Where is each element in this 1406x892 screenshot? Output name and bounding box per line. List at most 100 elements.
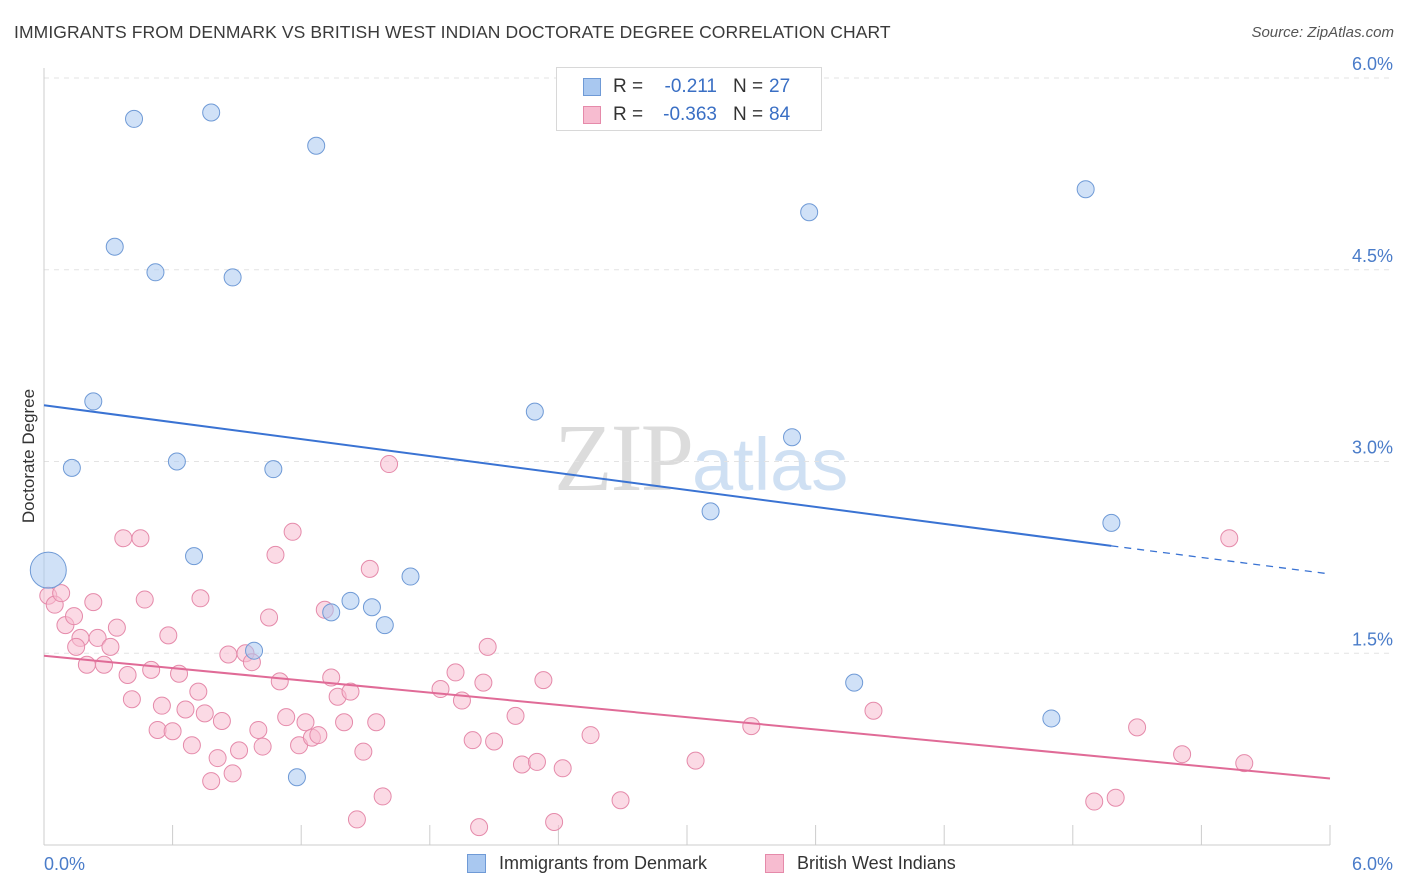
point-bwi xyxy=(101,637,120,656)
point-bwi xyxy=(341,682,360,701)
stats-legend: R = -0.211 N = 27 R = -0.363 N = 84 xyxy=(556,67,822,131)
point-bwi xyxy=(380,455,399,474)
source-credit: Source: ZipAtlas.com xyxy=(1251,24,1394,41)
point-bwi xyxy=(1220,529,1239,548)
point-bwi xyxy=(1128,718,1147,737)
tick-labels: 1.5% 3.0% 4.5% 6.0% 0.0% 6.0% xyxy=(44,54,1393,874)
point-bwi xyxy=(219,645,238,664)
point-bwi xyxy=(182,736,201,755)
point-denmark xyxy=(375,616,394,635)
bottom-legend-label-denmark: Immigrants from Denmark xyxy=(499,853,708,873)
y-tick-label: 4.5% xyxy=(1352,246,1393,266)
point-denmark xyxy=(105,237,124,256)
data-points xyxy=(29,103,1254,837)
trend-line-bwi xyxy=(43,654,1331,780)
point-bwi xyxy=(309,726,328,745)
legend-row-bwi: R = -0.363 N = 84 xyxy=(557,101,821,129)
point-bwi xyxy=(191,589,210,608)
point-bwi xyxy=(118,665,137,684)
point-bwi xyxy=(88,628,107,647)
point-bwi xyxy=(611,791,630,810)
point-bwi xyxy=(1106,788,1125,807)
y-axis-label: Doctorate Degree xyxy=(19,389,38,523)
point-bwi xyxy=(176,700,195,719)
point-bwi xyxy=(122,690,141,709)
point-denmark xyxy=(341,591,360,610)
point-bwi xyxy=(65,607,84,626)
bottom-legend-label-bwi: British West Indians xyxy=(797,853,956,873)
point-denmark xyxy=(29,551,67,589)
point-bwi xyxy=(277,708,296,727)
point-denmark xyxy=(202,103,221,122)
point-bwi xyxy=(202,772,221,791)
legend-swatch-denmark xyxy=(583,78,601,96)
point-bwi xyxy=(107,618,126,637)
point-bwi xyxy=(742,717,761,736)
point-bwi xyxy=(152,696,171,715)
point-bwi xyxy=(354,742,373,761)
x-tick-label: 6.0% xyxy=(1352,854,1393,874)
point-bwi xyxy=(485,732,504,751)
legend-swatch-bwi xyxy=(583,106,601,124)
legend-n-value: 84 xyxy=(769,104,791,125)
point-bwi xyxy=(84,593,103,612)
point-denmark xyxy=(62,458,81,477)
point-denmark xyxy=(167,452,186,471)
watermark-zip: ZIP xyxy=(554,404,694,511)
point-bwi xyxy=(335,713,354,732)
legend-r-value: -0.211 xyxy=(664,76,717,97)
point-bwi xyxy=(159,626,178,645)
point-denmark xyxy=(307,136,326,155)
chart-title: IMMIGRANTS FROM DENMARK VS BRITISH WEST … xyxy=(14,22,891,42)
point-bwi xyxy=(553,759,572,778)
point-bwi xyxy=(208,749,227,768)
point-denmark xyxy=(783,428,802,447)
bottom-legend-swatch-bwi xyxy=(765,854,784,873)
point-bwi xyxy=(1085,792,1104,811)
point-bwi xyxy=(446,663,465,682)
point-bwi xyxy=(95,655,114,674)
point-denmark xyxy=(322,603,341,622)
x-tick-label: 0.0% xyxy=(44,854,85,874)
point-bwi xyxy=(283,522,302,541)
legend-n-value: 27 xyxy=(769,76,791,97)
watermark-atlas: atlas xyxy=(692,423,849,506)
point-bwi xyxy=(260,608,279,627)
point-denmark xyxy=(125,109,144,128)
point-bwi xyxy=(360,559,379,578)
point-bwi xyxy=(527,752,546,771)
point-bwi xyxy=(148,720,167,739)
point-bwi xyxy=(296,713,315,732)
point-bwi xyxy=(189,682,208,701)
point-bwi xyxy=(506,706,525,725)
point-bwi xyxy=(512,755,531,774)
point-bwi xyxy=(864,701,883,720)
point-bwi xyxy=(142,660,161,679)
point-bwi xyxy=(1235,754,1254,773)
trend-lines xyxy=(43,404,1331,780)
point-bwi xyxy=(212,712,231,731)
point-denmark xyxy=(287,768,306,787)
point-denmark xyxy=(1076,180,1095,199)
point-bwi xyxy=(270,672,289,691)
legend-r-value: -0.363 xyxy=(663,104,717,125)
point-bwi xyxy=(463,731,482,750)
point-bwi xyxy=(52,584,71,603)
point-bwi xyxy=(474,673,493,692)
legend-n-label: N = xyxy=(733,76,764,97)
point-bwi xyxy=(114,529,133,548)
point-bwi xyxy=(373,787,392,806)
point-bwi xyxy=(253,737,272,756)
point-denmark xyxy=(223,268,242,287)
point-denmark xyxy=(1102,513,1121,532)
trend-line-denmark xyxy=(43,404,1112,547)
point-denmark xyxy=(401,567,420,586)
axes xyxy=(43,68,1331,846)
point-bwi xyxy=(470,818,489,837)
watermark: ZIPatlas xyxy=(554,402,848,513)
point-bwi xyxy=(67,637,86,656)
legend-r-label: R = xyxy=(613,76,644,97)
point-bwi xyxy=(478,637,497,656)
point-denmark xyxy=(146,263,165,282)
